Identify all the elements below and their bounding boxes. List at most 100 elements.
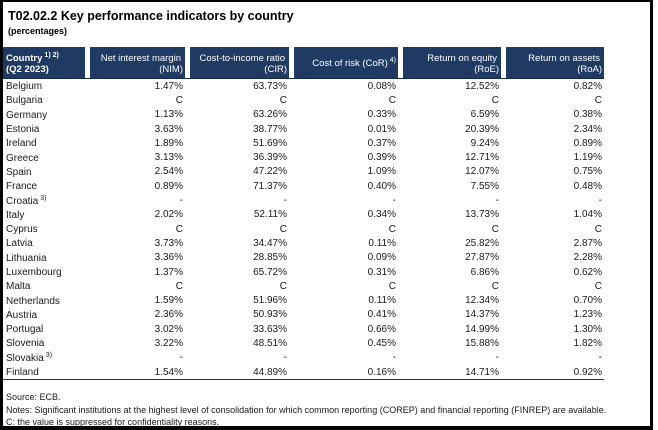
- roa-value: 2.34%: [573, 123, 602, 135]
- cir-value: 65.72%: [253, 266, 287, 278]
- cir-value: 48.51%: [253, 337, 287, 349]
- header-cir-abbr: (CIR): [264, 64, 287, 75]
- roe-value: 14.37%: [465, 309, 499, 321]
- nim-value: 1.37%: [154, 266, 183, 278]
- country-cell: Slovenia: [3, 337, 85, 349]
- roa-value: 0.89%: [573, 137, 602, 149]
- table-row: Italy 2.02% 52.11% 0.34% 13.73% 1.04%: [3, 208, 604, 222]
- header-cor-footnote: 4): [389, 57, 396, 65]
- header-cor-label: Cost of risk (CoR): [312, 58, 388, 70]
- table-row: Austria 2.36% 50.93% 0.41% 14.37% 1.23%: [3, 308, 604, 322]
- country-cell: Netherlands: [3, 295, 85, 307]
- table-body: Belgium 1.47% 63.73% 0.08% 12.52% 0.82% …: [3, 79, 604, 381]
- nim-value: 3.36%: [154, 252, 183, 264]
- roa-value: 2.28%: [573, 252, 602, 264]
- roe-value: 12.52%: [465, 80, 499, 92]
- cor-value: 0.11%: [368, 295, 396, 307]
- cir-value: C: [279, 94, 287, 106]
- header-roe-abbr: (RoE): [474, 64, 499, 75]
- country-cell: Spain: [3, 166, 85, 178]
- nim-value: 1.47%: [154, 80, 183, 92]
- roe-value: -: [495, 352, 499, 364]
- country-name: Germany: [6, 109, 48, 121]
- roa-value: 1.19%: [573, 152, 602, 164]
- country-cell: Bulgaria: [3, 94, 85, 106]
- country-cell: Cyprus: [3, 223, 85, 235]
- cir-value: 51.69%: [253, 137, 287, 149]
- nim-value: 3.63%: [154, 123, 183, 135]
- cor-value: 0.31%: [367, 266, 396, 278]
- header-roa-line1: Return on assets: [528, 50, 602, 65]
- cir-value: 50.93%: [253, 309, 287, 321]
- cor-value: -: [392, 352, 396, 364]
- country-name: Greece: [6, 152, 39, 164]
- table-row: Portugal 3.02% 33.63% 0.66% 14.99% 1.30%: [3, 322, 604, 336]
- country-name: Netherlands: [6, 295, 60, 307]
- cir-value: C: [279, 280, 287, 292]
- table-row: Lithuania 3.36% 28.85% 0.09% 27.87% 2.28…: [3, 251, 604, 265]
- country-cell: Finland: [3, 366, 85, 378]
- roa-value: 0.38%: [573, 109, 602, 121]
- cor-value: 0.09%: [367, 252, 396, 264]
- roe-value: C: [491, 223, 499, 235]
- roe-value: 9.24%: [470, 137, 499, 149]
- country-name: Cyprus: [6, 224, 38, 236]
- cir-value: 38.77%: [253, 123, 287, 135]
- header-nim: Net interest margin (NIM): [90, 47, 185, 78]
- country-footnote: 3): [45, 351, 53, 359]
- nim-value: C: [175, 223, 183, 235]
- cir-value: 47.22%: [253, 166, 287, 178]
- table-row: Croatia 3) - - - - -: [3, 193, 604, 207]
- header-roe-line1: Return on equity: [427, 50, 499, 65]
- roa-value: C: [594, 94, 602, 106]
- country-name: Slovakia: [6, 352, 44, 364]
- cir-value: 63.26%: [253, 109, 287, 121]
- roe-value: C: [491, 280, 499, 292]
- nim-value: 1.59%: [154, 295, 183, 307]
- table-row: Luxembourg 1.37% 65.72% 0.31% 6.86% 0.62…: [3, 265, 604, 279]
- header-cor-line1: Cost of risk (CoR) 4): [312, 55, 396, 70]
- header-cir-line1: Cost-to-income ratio: [199, 50, 287, 65]
- cir-value: 51.96%: [253, 295, 287, 307]
- roe-value: 12.07%: [465, 166, 499, 178]
- roe-value: 27.87%: [465, 252, 499, 264]
- country-name: Austria: [6, 309, 38, 321]
- cir-value: 36.39%: [253, 152, 287, 164]
- roa-value: C: [594, 223, 602, 235]
- table-row: Germany 1.13% 63.26% 0.33% 6.59% 0.38%: [3, 108, 604, 122]
- cor-value: 0.34%: [367, 209, 396, 221]
- cor-value: 0.37%: [367, 137, 396, 149]
- roa-value: 1.23%: [573, 309, 602, 321]
- roa-value: 1.04%: [573, 209, 602, 221]
- country-cell: Croatia 3): [3, 195, 85, 207]
- cor-value: 0.16%: [367, 366, 396, 378]
- nim-value: 1.54%: [154, 366, 183, 378]
- cor-value: 0.33%: [367, 109, 396, 121]
- country-cell: Lithuania: [3, 252, 85, 264]
- cir-value: 52.11%: [253, 209, 287, 221]
- roe-value: 15.88%: [465, 337, 499, 349]
- cir-value: 28.85%: [253, 252, 287, 264]
- cir-value: C: [279, 223, 287, 235]
- cor-value: 0.39%: [367, 152, 396, 164]
- roa-value: -: [598, 352, 602, 364]
- nim-value: 2.36%: [154, 309, 183, 321]
- table-row: Greece 3.13% 36.39% 0.39% 12.71% 1.19%: [3, 150, 604, 164]
- country-cell: Belgium: [3, 80, 85, 92]
- roa-value: C: [594, 280, 602, 292]
- roa-value: 0.62%: [573, 266, 602, 278]
- cor-value: 0.66%: [367, 323, 396, 335]
- cir-value: 33.63%: [253, 323, 287, 335]
- cor-value: C: [388, 280, 396, 292]
- country-cell: Malta: [3, 280, 85, 292]
- cor-value: 0.08%: [367, 80, 396, 92]
- country-cell: Estonia: [3, 123, 85, 135]
- roe-value: 25.82%: [465, 237, 499, 249]
- table-row: Ireland 1.89% 51.69% 0.37% 9.24% 0.89%: [3, 136, 604, 150]
- country-cell: Slovakia 3): [3, 352, 85, 364]
- header-nim-label: Net interest margin: [100, 52, 181, 64]
- cir-value: 71.37%: [253, 180, 287, 192]
- country-cell: Ireland: [3, 137, 85, 149]
- header-country-line1: Country 1) 2): [6, 50, 59, 65]
